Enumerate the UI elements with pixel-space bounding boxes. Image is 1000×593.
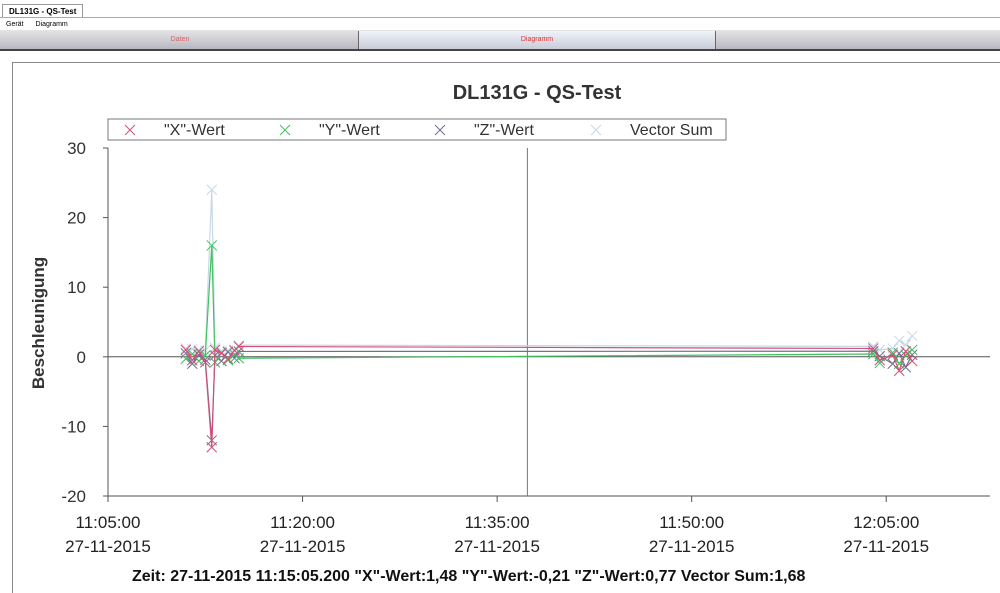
data-point-marker (233, 352, 245, 364)
y-tick-label: 30 (67, 139, 86, 158)
data-point-marker (900, 350, 912, 361)
x-tick-date: 27-11-2015 (649, 537, 735, 556)
x-tick-date: 27-11-2015 (843, 537, 929, 556)
x-tick-time: 12:05:00 (853, 513, 919, 532)
x-tick-time: 11:35:00 (465, 513, 530, 532)
x-tick-date: 27-11-2015 (260, 537, 346, 556)
data-point-marker (893, 365, 905, 377)
legend-label: "Z"-Wert (474, 122, 535, 139)
legend-label: "X"-Wert (164, 122, 225, 139)
status-readout: Zeit: 27-11-2015 11:15:05.200 "X"-Wert:1… (132, 568, 806, 585)
data-point-marker (199, 357, 211, 368)
data-point-marker (900, 339, 912, 351)
data-point-marker (874, 354, 886, 366)
y-axis-label: Beschleunigung (29, 257, 48, 389)
y-tick-label: 0 (77, 348, 86, 367)
series-line (185, 345, 913, 448)
chart-title: DL131G - QS-Test (453, 82, 622, 104)
data-point-marker (867, 341, 879, 352)
legend-label: Vector Sum (630, 122, 713, 139)
legend-marker (124, 124, 136, 136)
menu-bar: Gerät Diagramm (0, 19, 72, 30)
data-point-marker (906, 330, 918, 342)
data-point-marker (874, 357, 886, 369)
series-line (185, 189, 913, 352)
data-point-marker (867, 343, 879, 354)
data-point-marker (186, 358, 198, 370)
view-tabs: Daten Diagramm (0, 30, 1000, 51)
data-point-marker (906, 355, 918, 367)
tab-diagramm[interactable]: Diagramm (358, 31, 716, 49)
data-point-marker (229, 349, 240, 361)
x-tick-time: 11:20:00 (270, 513, 335, 532)
data-point-marker (887, 349, 899, 361)
divider (0, 17, 1000, 18)
data-point-marker (216, 347, 227, 359)
legend (107, 118, 727, 141)
legend-marker (279, 124, 291, 136)
data-point-marker (206, 184, 218, 196)
legend-marker (434, 124, 446, 136)
menu-diagramm[interactable]: Diagramm (35, 21, 68, 28)
y-tick-label: -10 (61, 417, 86, 436)
data-point-marker (193, 345, 205, 357)
data-point-marker (906, 344, 918, 356)
y-tick-label: -20 (61, 487, 86, 506)
y-tick-label: 20 (67, 209, 86, 228)
data-point-marker (186, 354, 198, 366)
data-point-marker (180, 344, 192, 356)
tab-daten[interactable]: Daten (170, 36, 190, 43)
series-line (185, 350, 913, 441)
data-point-marker (209, 344, 221, 356)
x-tick-time: 11:05:00 (76, 513, 141, 532)
menu-geraet[interactable]: Gerät (6, 21, 24, 28)
data-point-marker (233, 341, 245, 352)
y-tick-label: 10 (67, 278, 86, 297)
chart-frame (12, 62, 1000, 593)
data-point-marker (206, 240, 218, 251)
data-point-marker (206, 441, 218, 453)
data-point-marker (900, 345, 912, 357)
data-point-marker (893, 335, 905, 347)
document-tab[interactable]: DL131G - QS-Test (2, 4, 84, 18)
legend-label: "Y"-Wert (319, 122, 380, 139)
legend-marker (590, 124, 602, 136)
x-tick-date: 27-11-2015 (65, 537, 151, 556)
data-point-marker (222, 353, 234, 365)
x-tick-date: 27-11-2015 (454, 537, 540, 556)
x-tick-time: 11:50:00 (659, 513, 724, 532)
